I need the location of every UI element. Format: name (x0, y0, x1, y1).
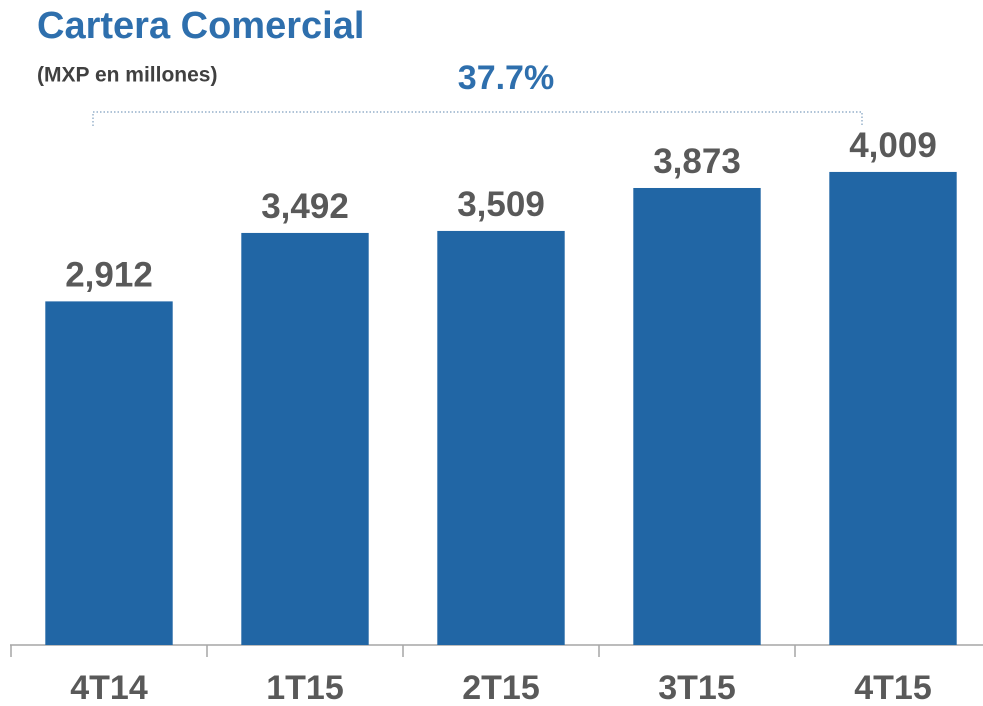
bar (45, 301, 173, 645)
bar (241, 232, 369, 645)
bar (633, 187, 761, 645)
chart-title: Cartera Comercial (37, 5, 364, 47)
chart-subtitle: (MXP en millones) (37, 64, 217, 87)
x-tick-label: 2T15 (462, 669, 540, 706)
data-label: 3,492 (261, 187, 349, 226)
data-label: 3,873 (653, 142, 741, 181)
bar (829, 171, 957, 646)
x-tick-label: 1T15 (266, 669, 344, 706)
growth-annotation: 37.7% (458, 59, 554, 97)
data-label: 4,009 (849, 126, 937, 165)
bar (437, 230, 565, 646)
x-tick-label: 4T14 (70, 669, 148, 706)
x-tick-label: 4T15 (854, 669, 932, 706)
data-label: 3,509 (457, 185, 545, 224)
growth-bracket (92, 111, 863, 126)
data-label: 2,912 (65, 256, 153, 295)
x-tick-label: 3T15 (658, 669, 736, 706)
